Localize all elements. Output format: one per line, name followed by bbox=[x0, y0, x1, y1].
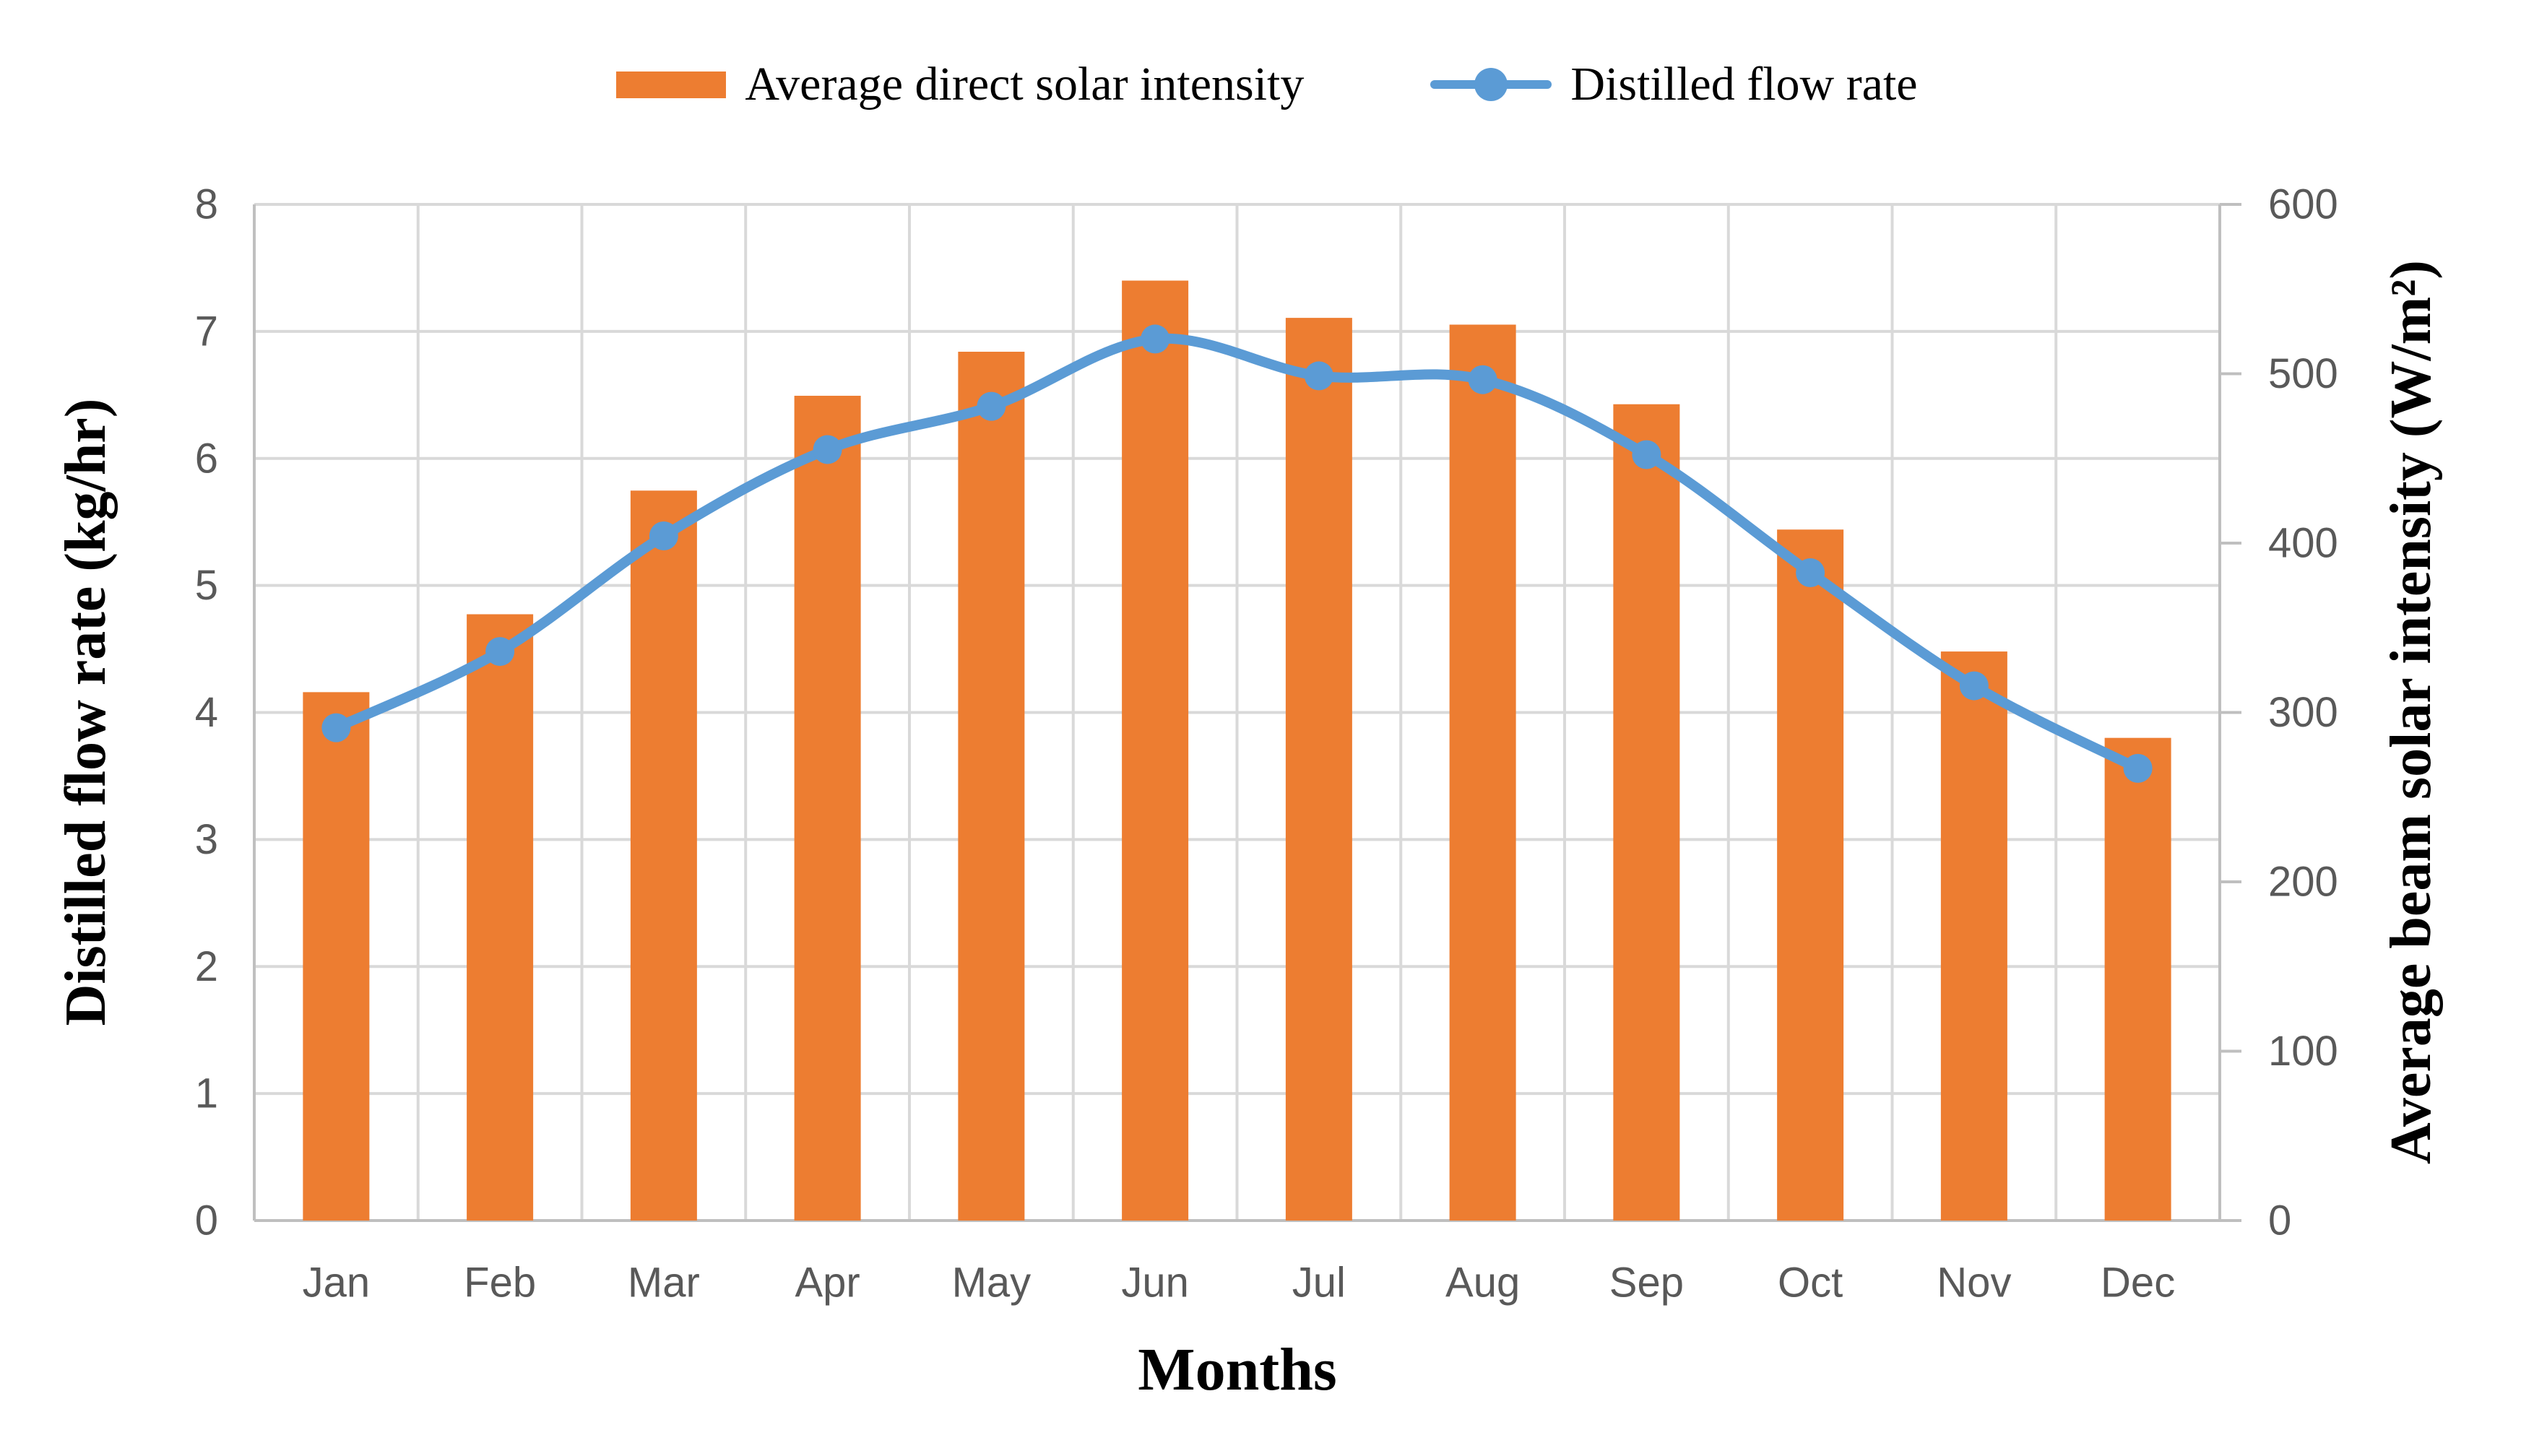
right-axis-tick-label: 300 bbox=[2268, 689, 2338, 736]
line-marker-jan bbox=[321, 713, 351, 742]
bar-jul bbox=[1285, 318, 1352, 1221]
line-marker-sep bbox=[1632, 440, 1661, 469]
line-marker-oct bbox=[1796, 558, 1825, 588]
line-series bbox=[331, 333, 2143, 774]
line-marker-feb bbox=[485, 637, 515, 667]
bar-sep bbox=[1613, 404, 1680, 1221]
right-axis-tick-label: 400 bbox=[2268, 520, 2338, 567]
right-axis-tick-label: 100 bbox=[2268, 1028, 2338, 1075]
legend: Average direct solar intensity Distilled… bbox=[0, 38, 2534, 131]
line-swatch-marker-dot bbox=[1474, 68, 1508, 101]
x-tick-label-jan: Jan bbox=[303, 1260, 371, 1306]
bar-jan bbox=[303, 692, 370, 1221]
bar-oct bbox=[1777, 529, 1844, 1221]
line-marker-apr bbox=[813, 435, 842, 464]
line-series-swatch-icon bbox=[1430, 68, 1552, 101]
x-tick-label-sep: Sep bbox=[1609, 1260, 1684, 1306]
left-axis-title: Distilled flow rate (kg/hr) bbox=[54, 398, 118, 1026]
x-tick-label-feb: Feb bbox=[464, 1260, 536, 1306]
legend-line-label: Distilled flow rate bbox=[1570, 58, 1918, 110]
right-axis-title: Average beam solar intensity (W/m²) bbox=[2379, 260, 2443, 1164]
line-marker-dec bbox=[2123, 753, 2153, 783]
line-marker-aug bbox=[1468, 365, 1497, 394]
right-axis-tick-label: 200 bbox=[2268, 859, 2338, 906]
x-tick-label-nov: Nov bbox=[1937, 1260, 2011, 1306]
bar-mar bbox=[630, 490, 697, 1221]
bar-may bbox=[958, 352, 1025, 1221]
bar-jun bbox=[1122, 280, 1189, 1221]
left-axis-tick-label: 6 bbox=[195, 435, 218, 482]
bar-nov bbox=[1940, 651, 2007, 1221]
legend-bar-label: Average direct solar intensity bbox=[745, 58, 1305, 110]
line-marker-nov bbox=[1959, 671, 1989, 701]
legend-item-line-series: Distilled flow rate bbox=[1430, 58, 1918, 110]
right-axis-tick-label: 500 bbox=[2268, 350, 2338, 397]
x-tick-label-aug: Aug bbox=[1445, 1260, 1520, 1306]
left-axis-tick-label: 1 bbox=[195, 1070, 218, 1117]
x-tick-label-dec: Dec bbox=[2101, 1260, 2175, 1306]
x-tick-label-jul: Jul bbox=[1292, 1260, 1346, 1306]
left-axis-tick-label: 7 bbox=[195, 308, 218, 355]
left-axis-tick-label: 4 bbox=[195, 689, 218, 736]
bar-series-swatch-icon bbox=[616, 71, 727, 98]
legend-item-bar-series: Average direct solar intensity bbox=[616, 61, 1304, 108]
left-axis-tick-label: 0 bbox=[195, 1197, 218, 1244]
x-tick-label-apr: Apr bbox=[795, 1260, 860, 1306]
left-axis-tick-label: 2 bbox=[195, 943, 218, 990]
right-axis-tick-label: 600 bbox=[2268, 181, 2338, 228]
left-axis-tick-label: 5 bbox=[195, 562, 218, 609]
line-marker-may bbox=[977, 391, 1006, 421]
bar-aug bbox=[1449, 324, 1516, 1221]
x-axis-title: Months bbox=[1138, 1336, 1337, 1403]
left-axis-tick-label: 3 bbox=[195, 816, 218, 863]
x-tick-label-mar: Mar bbox=[628, 1260, 700, 1306]
bar-feb bbox=[467, 614, 534, 1221]
left-axis-tick-label: 8 bbox=[195, 181, 218, 228]
line-marker-jun bbox=[1141, 324, 1170, 354]
line-marker-mar bbox=[649, 521, 678, 551]
x-tick-label-may: May bbox=[952, 1260, 1032, 1306]
bar-dec bbox=[2104, 737, 2171, 1221]
bar-apr bbox=[794, 395, 861, 1221]
x-tick-label-oct: Oct bbox=[1778, 1260, 1843, 1306]
line-marker-jul bbox=[1304, 361, 1333, 391]
right-axis-tick-label: 0 bbox=[2268, 1197, 2291, 1244]
x-tick-label-jun: Jun bbox=[1121, 1260, 1189, 1306]
